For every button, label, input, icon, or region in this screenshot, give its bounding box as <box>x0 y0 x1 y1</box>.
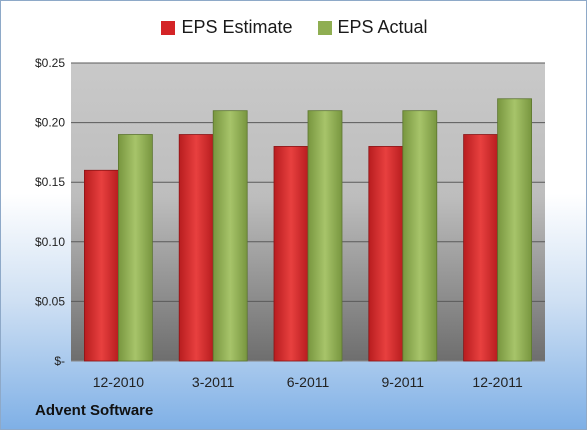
legend-label-actual: EPS Actual <box>337 17 428 37</box>
bar-eps-estimate <box>273 146 309 362</box>
bar-eps-actual <box>212 110 248 362</box>
bar-eps-estimate <box>178 134 214 362</box>
bar-eps-actual <box>497 98 533 362</box>
legend-swatch-estimate <box>161 20 176 35</box>
bar-eps-actual <box>307 110 343 362</box>
legend-item-estimate: EPS Estimate <box>161 17 292 38</box>
y-tick-label: $0.15 <box>35 175 65 189</box>
y-tick-label: $0.05 <box>35 294 65 308</box>
legend-item-actual: EPS Actual <box>317 17 428 38</box>
x-tick-label: 12-2011 <box>472 374 523 390</box>
legend-swatch-actual <box>317 20 332 35</box>
company-label: Advent Software <box>35 402 154 419</box>
bar-eps-actual <box>402 110 438 362</box>
bar-eps-estimate <box>463 134 499 362</box>
x-tick-label: 6-2011 <box>287 374 330 390</box>
x-tick-label: 3-2011 <box>192 374 235 390</box>
bar-eps-estimate <box>368 146 404 362</box>
legend: EPS Estimate EPS Actual <box>1 17 586 40</box>
y-tick-label: $0.25 <box>35 56 65 70</box>
x-tick-label: 12-2010 <box>93 374 145 390</box>
bar-eps-estimate <box>84 169 119 362</box>
x-tick-label: 9-2011 <box>382 374 425 390</box>
legend-label-estimate: EPS Estimate <box>181 17 293 37</box>
y-tick-label: $0.20 <box>35 116 65 130</box>
y-tick-label: $- <box>54 354 65 368</box>
y-tick-label: $0.10 <box>35 235 65 249</box>
bar-eps-actual <box>118 134 153 362</box>
